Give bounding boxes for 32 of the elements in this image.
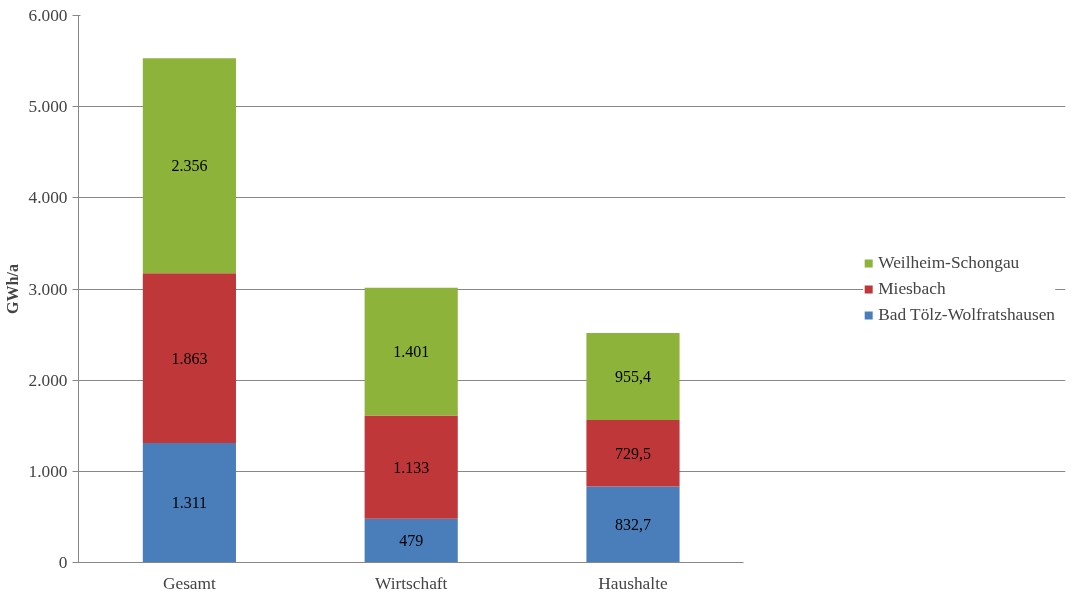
bar (364, 415, 458, 519)
bar (586, 332, 680, 421)
legend-label: Bad Tölz-Wolfratshausen (878, 304, 1055, 325)
y-tick-label: 1.000 (28, 461, 68, 481)
legend-label: Miesbach (878, 278, 946, 299)
y-tick-label: 6.000 (28, 6, 68, 25)
data-label: 1.133 (393, 458, 430, 476)
bar (142, 58, 236, 274)
data-label: 2.356 (171, 157, 208, 175)
legend-label: Weilheim-Schongau (878, 252, 1020, 273)
x-tick-label: Haushalte (598, 573, 668, 593)
y-tick-label: 0 (58, 553, 68, 572)
x-tick-label: Wirtschaft (374, 573, 448, 593)
y-tick-label: 5.000 (28, 97, 68, 117)
y-tick-label: 3.000 (28, 279, 68, 299)
data-label: 729,5 (614, 444, 651, 462)
bar (142, 442, 236, 563)
bar (364, 287, 458, 416)
bar (364, 518, 458, 563)
y-tick-label: 4.000 (28, 188, 68, 208)
bar (586, 420, 680, 487)
data-label: 1.863 (171, 349, 208, 367)
y-tick-label: 2.000 (28, 370, 68, 390)
bar (142, 273, 236, 443)
data-label: 1.401 (393, 343, 430, 361)
data-label: 832,7 (614, 516, 651, 534)
data-label: 955,4 (614, 368, 651, 386)
bar (586, 486, 680, 563)
y-axis-title: GWh/a (3, 264, 21, 314)
data-label: 479 (399, 532, 424, 550)
x-tick-label: Gesamt (162, 573, 217, 593)
data-label: 1.311 (171, 494, 208, 512)
